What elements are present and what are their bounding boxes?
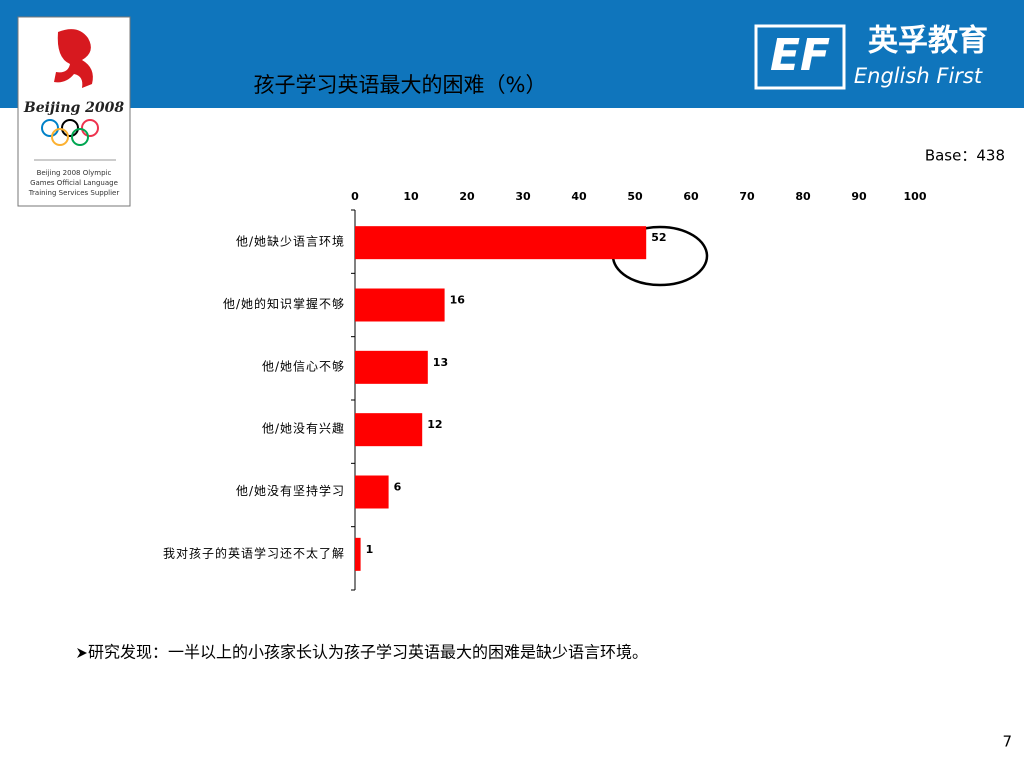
caption: Training Services Supplier bbox=[28, 189, 120, 197]
emblem bbox=[54, 29, 93, 88]
value-label: 13 bbox=[433, 356, 448, 369]
y-tick-label: 我对孩子的英语学习还不太了解 bbox=[163, 545, 345, 560]
y-tick-label: 他/她信心不够 bbox=[262, 359, 345, 373]
y-tick-label: 他/她缺少语言环境 bbox=[236, 234, 345, 249]
olympic-logo: Beijing 2008 Beijing 2008 Olympic Games … bbox=[17, 16, 131, 207]
ef-english: English First bbox=[854, 64, 983, 88]
bar bbox=[355, 226, 647, 260]
bar bbox=[355, 288, 445, 322]
bar bbox=[355, 537, 361, 571]
value-label: 6 bbox=[394, 481, 402, 494]
y-tick-label: 他/她没有坚持学习 bbox=[236, 483, 345, 498]
plot: 0 10 20 30 40 50 60 70 80 90 100 他/她缺少语言环境 52 他/她的知识掌… bbox=[163, 190, 927, 591]
chart-title: 孩子学习英语最大的困难（%） bbox=[254, 73, 547, 97]
x-tick-label: 80 bbox=[795, 190, 811, 203]
bar bbox=[355, 350, 428, 384]
page-number: 7 bbox=[1002, 733, 1012, 751]
caption: Beijing 2008 Olympic bbox=[37, 169, 112, 177]
x-tick-label: 100 bbox=[904, 190, 927, 203]
caption: Games Official Language bbox=[30, 179, 118, 187]
ef-mark: EF bbox=[770, 30, 830, 81]
value-label: 1 bbox=[366, 543, 374, 556]
ef-chinese: 英孚教育 bbox=[868, 24, 988, 59]
x-tick-label: 30 bbox=[515, 190, 531, 203]
x-tick-label: 90 bbox=[851, 190, 867, 203]
y-tick-label: 他/她没有兴趣 bbox=[262, 421, 345, 436]
value-label: 12 bbox=[427, 418, 442, 431]
x-tick-label: 50 bbox=[627, 190, 643, 203]
value-label: 16 bbox=[450, 294, 466, 307]
bar bbox=[355, 475, 389, 509]
bar bbox=[355, 413, 423, 447]
x-tick-label: 0 bbox=[351, 190, 359, 203]
bullet-arrow bbox=[77, 648, 87, 658]
wordmark: Beijing 2008 bbox=[23, 100, 125, 116]
x-tick-label: 70 bbox=[739, 190, 755, 203]
ef-logo: EF 英孚教育 English First bbox=[754, 24, 988, 90]
y-tick-label: 他/她的知识掌握不够 bbox=[223, 296, 345, 311]
ef-frame bbox=[754, 24, 846, 90]
value-label: 52 bbox=[651, 231, 666, 244]
x-tick-label: 10 bbox=[403, 190, 419, 203]
rings bbox=[41, 119, 99, 146]
finding: 研究发现：一半以上的小孩家长认为孩子学习英语最大的困难是缺少语言环境。 bbox=[88, 643, 648, 662]
x-tick-label: 40 bbox=[571, 190, 587, 203]
x-tick-label: 60 bbox=[683, 190, 699, 203]
x-tick-label: 20 bbox=[459, 190, 475, 203]
base-note: Base：438 bbox=[925, 147, 1005, 165]
header-band bbox=[0, 0, 1024, 108]
